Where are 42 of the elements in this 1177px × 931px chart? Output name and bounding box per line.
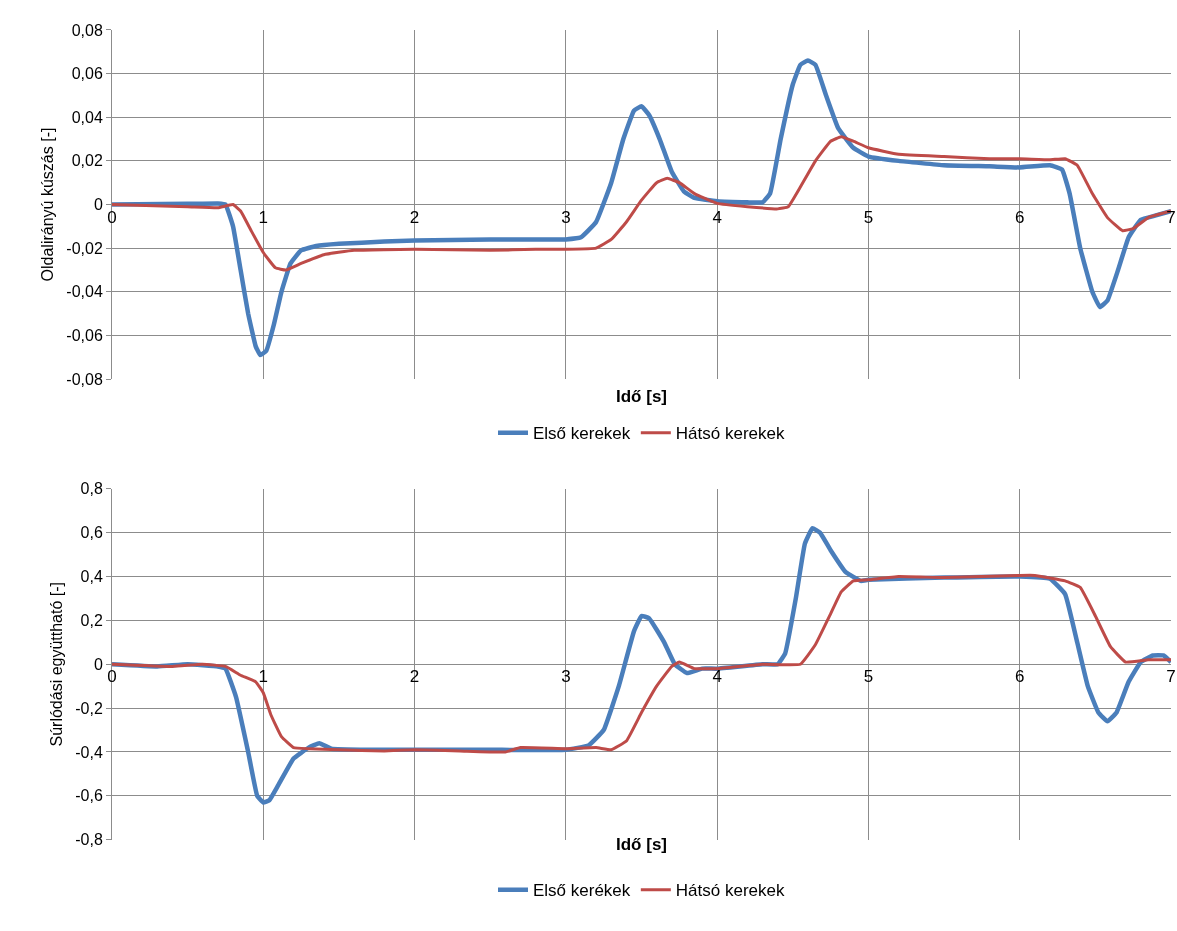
x-axis-title: Idő [s] bbox=[616, 387, 667, 406]
legend-label: Hátsó kerekek bbox=[675, 881, 785, 901]
y-tick-label: -0,4 bbox=[75, 743, 103, 761]
legend-label: Első kerékek bbox=[533, 881, 631, 901]
x-tick-label: 2 bbox=[409, 207, 420, 227]
y-tick-label: -0,6 bbox=[75, 787, 103, 805]
y-tick-label: -0,8 bbox=[75, 831, 103, 849]
y-axis-title: Súrlódási együttható [-] bbox=[48, 581, 66, 747]
x-tick-label: 0 bbox=[107, 207, 117, 227]
x-tick-label: 4 bbox=[712, 207, 722, 227]
x-tick-label: 3 bbox=[561, 667, 571, 687]
y-tick-label: -0,02 bbox=[66, 239, 103, 257]
y-tick-label: -0,2 bbox=[75, 699, 103, 717]
x-tick-label: 1 bbox=[258, 207, 269, 227]
x-tick-label: 7 bbox=[1166, 667, 1176, 687]
x-tick-label: 1 bbox=[258, 667, 269, 687]
x-tick-label: 3 bbox=[561, 207, 571, 227]
y-tick-label: 0,4 bbox=[80, 568, 103, 586]
y-tick-label: -0,06 bbox=[66, 327, 103, 345]
x-tick-label: 5 bbox=[863, 207, 874, 227]
x-tick-label: 0 bbox=[107, 667, 117, 687]
legend-label: Hátsó kerekek bbox=[675, 424, 785, 444]
y-tick-label: 0,08 bbox=[71, 21, 103, 39]
x-tick-label: 7 bbox=[1166, 207, 1176, 227]
y-axis-title: Oldalirányú kúszás [-] bbox=[39, 127, 57, 282]
y-tick-label: 0,04 bbox=[71, 108, 103, 126]
x-tick-label: 6 bbox=[1014, 667, 1025, 687]
y-tick-label: 0 bbox=[93, 196, 103, 214]
y-tick-label: 0 bbox=[93, 655, 103, 673]
x-tick-label: 5 bbox=[863, 667, 874, 687]
x-tick-label: 6 bbox=[1014, 207, 1025, 227]
x-tick-label: 4 bbox=[712, 667, 722, 687]
y-tick-label: 0,6 bbox=[80, 524, 103, 542]
y-tick-label: 0,8 bbox=[80, 480, 103, 498]
legend-label: Első kerekek bbox=[533, 424, 631, 444]
y-tick-label: 0,02 bbox=[71, 152, 103, 170]
x-axis-title: Idő [s] bbox=[616, 835, 667, 854]
y-tick-label: 0,2 bbox=[80, 611, 103, 629]
x-tick-label: 2 bbox=[409, 667, 420, 687]
y-tick-label: 0,06 bbox=[71, 65, 103, 83]
y-tick-label: -0,04 bbox=[66, 283, 103, 301]
y-tick-label: -0,08 bbox=[66, 370, 103, 388]
